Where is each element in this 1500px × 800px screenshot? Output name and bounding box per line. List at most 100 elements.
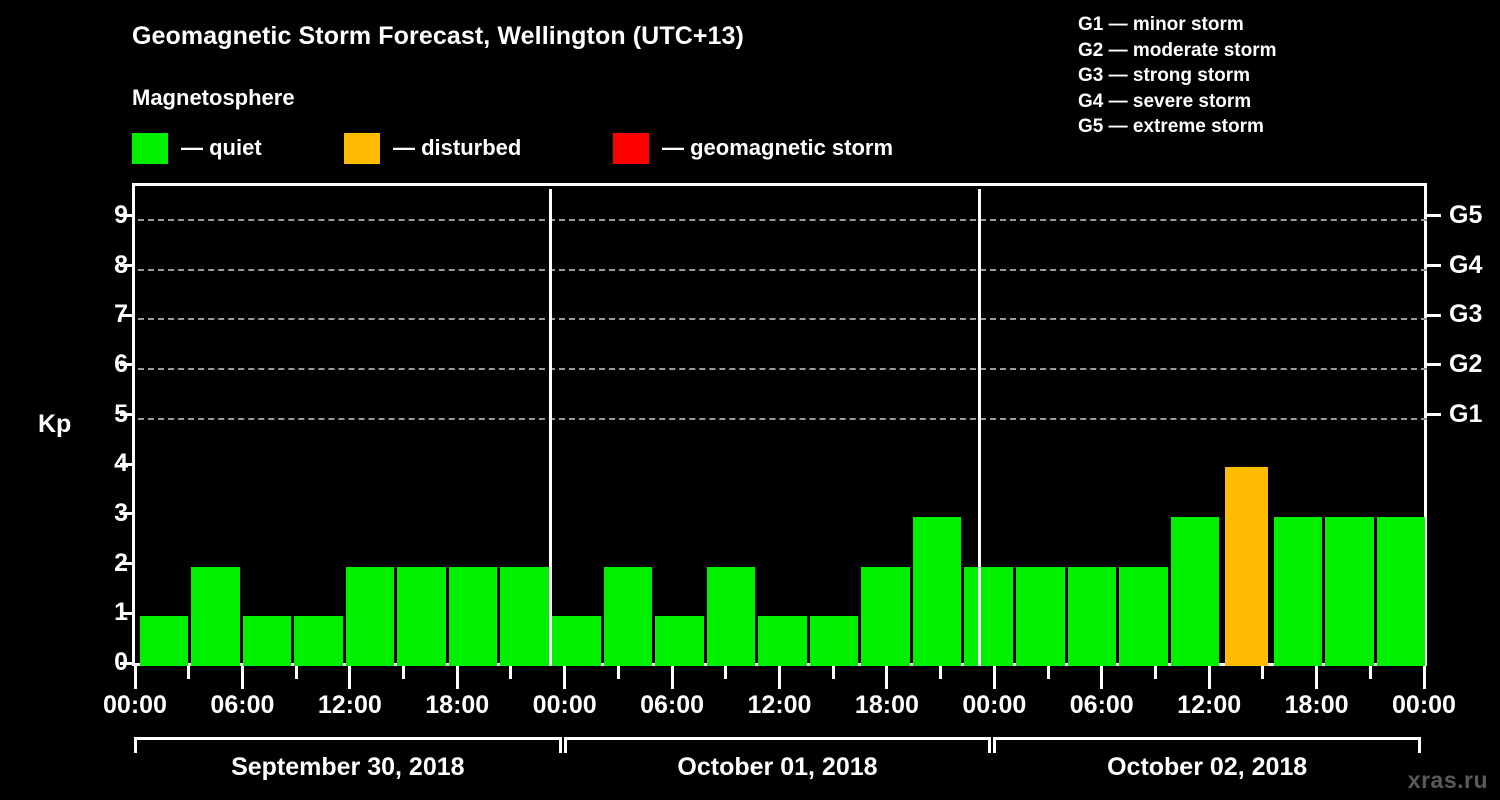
x-tick-minor	[831, 666, 835, 679]
bar-kp	[551, 616, 601, 666]
day-label-2: October 01, 2018	[677, 753, 878, 781]
red-swatch-icon	[613, 133, 649, 164]
x-axis: 00:00 06:00 12:00 18:00 00:00 06:00 12:00 18:00…	[103, 666, 1456, 726]
bar-kp	[294, 616, 343, 666]
g-scale-legend: G1 — minor storm G2 — moderate storm G3 …	[1078, 12, 1408, 140]
x-tick-major	[1315, 666, 1319, 689]
x-tick-minor	[402, 666, 406, 679]
bar-kp	[964, 566, 1013, 666]
x-tick-label: 06:00	[1069, 691, 1134, 719]
plot-area	[132, 183, 1427, 666]
y-tick-mark-4	[120, 462, 134, 466]
x-tick-major	[992, 666, 996, 689]
g-scale-row-g1: G1 — minor storm	[1078, 14, 1244, 35]
g-tick-label-g3: G3	[1449, 300, 1483, 329]
y-tick-mark-1	[120, 611, 134, 615]
bar-kp	[603, 566, 653, 666]
g-tick-label-g1: G1	[1449, 399, 1483, 428]
x-tick-major	[563, 666, 567, 689]
legend-item-quiet: — quiet	[132, 133, 262, 167]
bar-kp	[242, 616, 292, 666]
gridline-kp-8	[138, 268, 1427, 271]
legend-item-disturbed: — disturbed	[344, 133, 521, 167]
day-label-3: October 02, 2018	[1107, 753, 1308, 781]
x-tick-minor	[724, 666, 728, 679]
x-tick-major	[1422, 666, 1426, 689]
legend-label-quiet: — quiet	[181, 134, 262, 160]
g-tick-mark-g2	[1427, 363, 1441, 367]
x-tick-major	[1207, 666, 1211, 689]
g-tick-mark-g4	[1427, 264, 1441, 267]
orange-swatch-icon	[344, 133, 380, 164]
x-tick-major	[1100, 666, 1104, 689]
x-tick-major	[133, 666, 137, 689]
y-tick-mark-5	[120, 413, 134, 417]
day-bracket-2	[563, 737, 992, 753]
g-scale-row-g4: G4 — severe storm	[1078, 90, 1252, 112]
x-tick-label: 12:00	[317, 691, 382, 719]
legend-label-storm: — geomagnetic storm	[662, 134, 894, 160]
x-tick-major	[885, 666, 889, 689]
y-tick-mark-3	[120, 512, 134, 516]
x-tick-minor	[616, 666, 620, 679]
x-tick-label: 12:00	[1177, 691, 1242, 719]
x-tick-label: 00:00	[532, 691, 597, 719]
bar-kp	[912, 516, 962, 666]
g-tick-mark-g5	[1427, 214, 1441, 218]
watermark: xras.ru	[1407, 767, 1488, 793]
day-bracket-1	[134, 737, 562, 753]
gridline-kp-6	[138, 367, 1427, 370]
x-tick-label: 18:00	[425, 691, 490, 719]
bar-kp	[500, 566, 549, 666]
x-tick-label: 00:00	[1392, 691, 1456, 719]
y-tick-mark-6	[120, 363, 134, 367]
x-tick-minor	[294, 666, 298, 679]
bar-kp	[1170, 516, 1220, 666]
x-tick-label: 18:00	[1284, 691, 1349, 719]
bar-kp	[191, 566, 240, 666]
x-tick-label: 00:00	[103, 691, 167, 719]
g-scale-row-g5: G5 — extreme storm	[1078, 116, 1264, 137]
bar-kp	[1067, 566, 1117, 666]
g-tick-mark-g3	[1427, 313, 1441, 317]
gridline-kp-7	[138, 318, 1427, 321]
bar-kp	[1376, 516, 1426, 666]
legend-label-disturbed: — disturbed	[393, 134, 522, 160]
y-axis-left: 0123456789	[62, 183, 134, 675]
x-tick-minor	[1153, 666, 1157, 679]
bar-kp	[448, 566, 498, 666]
g-tick-label-g5: G5	[1449, 200, 1483, 229]
bar-kp	[397, 566, 446, 666]
x-tick-label: 00:00	[962, 691, 1027, 719]
y-tick-mark-8	[120, 264, 134, 267]
bar-kp	[1325, 516, 1374, 666]
y-axis-title: Kp	[38, 410, 72, 438]
x-tick-major	[670, 666, 674, 689]
y-axis-right-g-scale: G1 G2 G3 G4 G5	[1427, 183, 1500, 666]
x-tick-major	[778, 666, 781, 689]
x-tick-label: 06:00	[640, 691, 705, 719]
g-tick-mark-g1	[1427, 413, 1441, 417]
x-tick-major	[240, 666, 244, 689]
page-title: Geomagnetic Storm Forecast, Wellington (…	[132, 22, 744, 50]
bar-kp	[655, 616, 704, 666]
gridline-kp-5	[138, 417, 1427, 420]
green-swatch-icon	[132, 133, 168, 164]
x-tick-label: 06:00	[210, 691, 275, 719]
g-scale-row-g3: G3 — strong storm	[1078, 65, 1251, 86]
day-label-1: September 30, 2018	[231, 753, 465, 781]
x-tick-minor	[1368, 666, 1372, 679]
bar-kp	[706, 566, 756, 666]
g-scale-row-g2: G2 — moderate storm	[1078, 39, 1277, 61]
day-divider-1	[548, 189, 552, 666]
x-tick-label: 12:00	[747, 691, 812, 719]
bar-kp	[1016, 566, 1065, 666]
bar-kp	[345, 566, 395, 666]
x-tick-minor	[509, 666, 513, 679]
g-tick-label-g4: G4	[1449, 250, 1483, 279]
x-tick-major	[348, 666, 352, 689]
x-tick-minor	[939, 666, 943, 679]
x-tick-minor	[1261, 666, 1265, 679]
bar-kp	[1273, 516, 1323, 666]
